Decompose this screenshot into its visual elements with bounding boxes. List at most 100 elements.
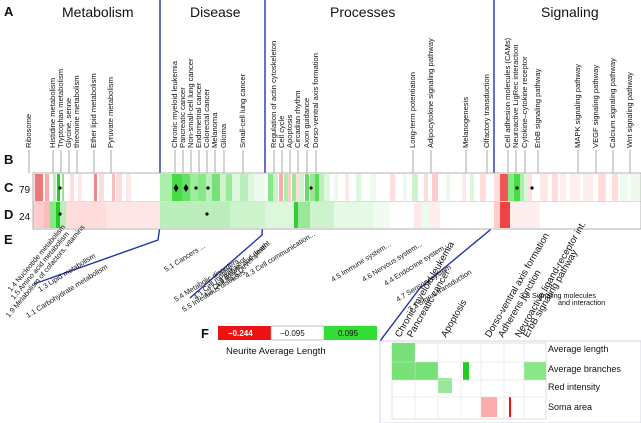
heatmap-cell-c-22: [232, 174, 240, 201]
pathway-label-disease-1: Pancreatic cancer: [178, 87, 187, 148]
pathway-label-processes-3: Circadian rhythm: [293, 91, 302, 148]
pathway-label-disease-4: Colorectal cancer: [202, 88, 211, 148]
heatmap-cell-c-7: [78, 174, 82, 201]
heatmap-cell-c-28: [279, 174, 283, 201]
heatmap-cell-d-7: [160, 202, 230, 228]
pathway-labels: Ribosome Histidine metabolism Tryptophan m…: [24, 37, 634, 173]
heatmap-cell-c-40: [345, 174, 349, 201]
heatmap-cell-d-0: [33, 202, 44, 228]
heatmap-cell-c-59: [540, 174, 548, 201]
heatmap-cell-c-61: [560, 174, 566, 201]
heatmap-cell-c-50: [470, 174, 474, 201]
heatmap-cell-c-43: [390, 174, 395, 201]
pathway-label-signaling-2: Cytokine–cytokine receptor: [520, 56, 529, 148]
heatmap-cell-d-1: [44, 202, 50, 228]
pathway-label-metabolism-0: Ribosome: [24, 114, 33, 148]
heatmap-cell-d-17: [430, 202, 440, 228]
pathway-label-signaling-7: Wnt signaling pathway: [625, 72, 634, 148]
panel-g-column-label-2: Apoptosis: [439, 298, 470, 340]
panel-g-grid: [391, 342, 547, 420]
heatmap-cell-c-67: [630, 174, 641, 201]
heatmap-cell-c-42: [370, 174, 376, 201]
panel-a-label: A: [4, 4, 14, 19]
heatmap-cell-c-25: [254, 174, 265, 201]
heatmap-cell-d-10: [294, 202, 298, 228]
heatmap-marker-dot-8: [58, 212, 62, 216]
panel-e-label: E: [4, 232, 13, 247]
heatmap-cell-d-16: [422, 202, 430, 228]
panel-g-row-soma-area: Soma area: [548, 402, 592, 412]
pathway-label-processes-4: Axon guidance: [302, 98, 311, 148]
heatmap-cell-c-62: [570, 174, 580, 201]
panel-c-label: C: [4, 180, 14, 195]
heatmap-cell-c-65: [612, 174, 618, 201]
heatmap-cell-c-49: [462, 174, 466, 201]
heatmap-cell-c-36: [315, 174, 319, 201]
heatmap-cell-d-3: [56, 202, 60, 228]
pathway-label-metabolism-3: Glycine, serine: [64, 98, 73, 148]
heatmap-cell-c-33: [300, 174, 304, 201]
heatmap-cell-d-19: [500, 202, 510, 228]
row-c-count: 79: [19, 185, 31, 196]
heatmap-cell-c-8: [94, 174, 97, 201]
heatmap-cell-c-3: [53, 174, 56, 201]
heatmap-cell-c-41: [356, 174, 361, 201]
pathway-label-signaling-5: VEGF signaling pathway: [591, 65, 600, 148]
heatmap-cell-c-64: [598, 174, 606, 201]
panel-g-frame: [379, 340, 641, 423]
panel-g-cell-4: [438, 378, 452, 393]
pathway-label-processes-2: Apoptosis: [285, 114, 294, 148]
pathway-label-signaling-1: Neuroactive LigRec interaction: [511, 45, 520, 148]
heatmap-marker-dot-4: [206, 186, 210, 190]
heatmap-cell-c-48: [446, 174, 450, 201]
heatmap-cell-c-56: [520, 174, 524, 201]
heatmap-marker-diamond-2: [183, 184, 189, 192]
panel-b-label: B: [4, 152, 13, 167]
heatmap-cell-d-2: [50, 202, 56, 228]
category-signaling: Signaling: [541, 4, 599, 20]
heatmap-marker-dot-5: [309, 186, 313, 190]
pathway-label-processes-1: Cell cycle: [277, 116, 286, 149]
panel-g-grid-frame: [391, 342, 547, 420]
heatmap-cell-c-5: [62, 174, 64, 201]
subcategory-label-19: and interaction: [558, 298, 605, 307]
heatmap-cell-d-18: [494, 202, 500, 228]
heatmap-cell-d-5: [66, 202, 106, 228]
pathway-label-processes-0: Regulation of actin cytoskeleton: [269, 41, 278, 148]
heatmap-cell-c-44: [403, 174, 407, 201]
pathway-label-processes-8: Melanogenesis: [461, 97, 470, 148]
heatmap-cell-c-45: [412, 174, 418, 201]
pathway-label-disease-3: Endometrial cancer: [194, 82, 203, 148]
heatmap-cell-c-11: [116, 174, 122, 201]
heatmap-cell-c-66: [620, 174, 628, 201]
legend-red-swatch: [218, 326, 271, 340]
heatmap-cell-c-24: [248, 174, 254, 201]
heatmap-cell-c-23: [240, 174, 248, 201]
heatmap-cell-c-63: [583, 174, 593, 201]
pathway-label-processes-6: Long-term potentiation: [408, 72, 417, 148]
heatmap-cell-c-16: [190, 174, 198, 201]
heatmap-cell-d-14: [374, 202, 390, 228]
panel-g-row-average-length: Average length: [548, 344, 608, 354]
divider-g-box-left: [379, 287, 421, 342]
heatmap-cell-c-6: [70, 174, 74, 201]
pathway-label-metabolism-5: Ether lipid metabolism: [89, 73, 98, 148]
panel-g-cell-6: [481, 397, 497, 417]
pathway-label-disease-7: Small-cell lung cancer: [238, 73, 247, 148]
pathway-label-metabolism-4: threonine metabolism: [72, 75, 81, 148]
pathway-label-signaling-4: MAPK signaling pathway: [573, 64, 582, 148]
category-processes: Processes: [330, 4, 395, 20]
heatmap-cell-c-17: [198, 174, 206, 201]
pathway-label-signaling-6: Calcium signaling pathway: [608, 58, 617, 148]
heatmap-cell-c-34: [305, 174, 309, 201]
pathway-label-disease-5: Melanoma: [210, 112, 219, 148]
heatmap-cell-d-4: [60, 202, 66, 228]
heatmap-cell-c-31: [292, 174, 296, 201]
heatmap-cell-d-9: [265, 202, 294, 228]
pathway-label-disease-0: Chronic myeloid leukemia: [170, 60, 179, 148]
heatmap-cell-d-13: [334, 202, 374, 228]
heatmap-cell-c-10: [112, 174, 115, 201]
pathway-label-processes-7: Adipocytokine signaling pathway: [426, 38, 435, 148]
heatmap-cell-c-9: [99, 174, 104, 201]
heatmap-cell-c-2: [45, 174, 49, 201]
